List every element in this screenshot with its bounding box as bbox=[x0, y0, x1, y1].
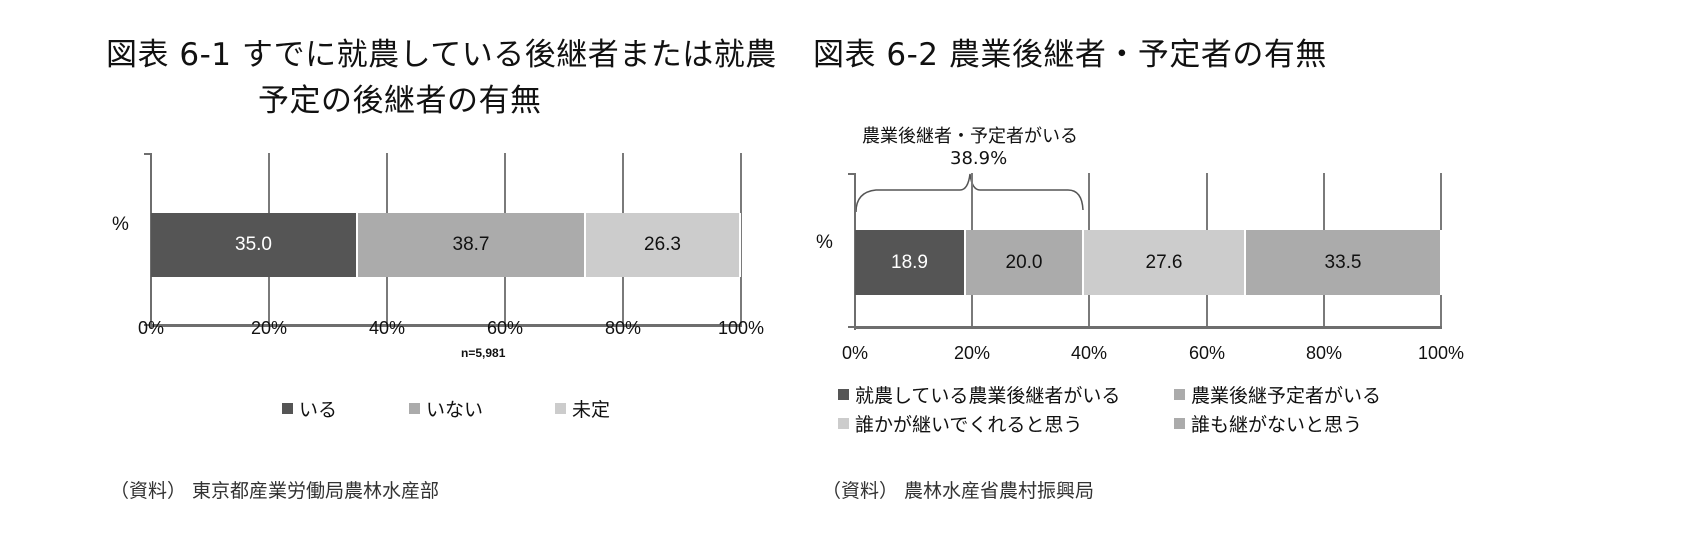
x-tick-label: 20% bbox=[953, 343, 991, 363]
legend-label: 農業後継予定者がいる bbox=[1191, 385, 1382, 407]
legend-item-iru: いる bbox=[282, 395, 337, 422]
y-category-label: % bbox=[112, 214, 129, 235]
bar-segment-daremo-tsuganai: 33.5 bbox=[1246, 230, 1442, 295]
y-axis-tick bbox=[144, 153, 151, 155]
y-axis-tick bbox=[848, 326, 855, 328]
bar-segment-iru: 35.0 bbox=[151, 213, 358, 277]
legend-swatch-light bbox=[838, 418, 849, 429]
legend-item-mitei: 未定 bbox=[555, 395, 610, 422]
curly-brace-icon bbox=[855, 173, 1084, 213]
legend-item-daremo-tsuganai: 誰も継がないと思う bbox=[1174, 410, 1362, 437]
left-chart-title-line1: 図表 6-1 すでに就農している後継者または就農 bbox=[106, 37, 777, 73]
x-tick-label: 60% bbox=[1188, 343, 1226, 363]
gridline-100 bbox=[740, 153, 742, 325]
legend-label: 未定 bbox=[572, 399, 611, 421]
x-tick-label: 40% bbox=[1070, 343, 1108, 363]
bar-value: 35.0 bbox=[235, 234, 272, 255]
x-tick-label: 100% bbox=[717, 318, 765, 338]
bar-value: 38.7 bbox=[452, 234, 490, 255]
legend-item-shunou-koukeisha: 就農している農業後継者がいる bbox=[838, 381, 1120, 408]
legend-swatch-mid bbox=[409, 403, 420, 414]
x-tick-label: 100% bbox=[1417, 343, 1465, 363]
legend-item-inai: いない bbox=[409, 395, 483, 422]
bar-value: 20.0 bbox=[1005, 251, 1043, 273]
x-tick-label: 0% bbox=[137, 318, 165, 338]
x-tick-label: 80% bbox=[604, 318, 642, 338]
legend-swatch-dark bbox=[838, 389, 849, 400]
x-tick-label: 80% bbox=[1305, 343, 1343, 363]
right-chart-title: 図表 6-2 農業後継者・予定者の有無 bbox=[813, 37, 1327, 73]
left-chart-title-line2: 予定の後継者の有無 bbox=[258, 83, 542, 119]
x-tick-label: 60% bbox=[486, 318, 524, 338]
x-tick-label: 20% bbox=[250, 318, 288, 338]
y-axis-tick bbox=[848, 173, 855, 175]
x-tick-label: 0% bbox=[841, 343, 869, 363]
bar-value: 27.6 bbox=[1145, 251, 1183, 273]
bar-segment-dareka-tsugu: 27.6 bbox=[1084, 230, 1246, 295]
legend-swatch-mid bbox=[1174, 389, 1185, 400]
bar-segment-inai: 38.7 bbox=[358, 213, 586, 277]
x-axis bbox=[150, 324, 742, 327]
bar-value: 18.9 bbox=[891, 251, 928, 273]
y-axis-tick bbox=[144, 324, 151, 326]
annotation-line2: 38.9% bbox=[950, 148, 1008, 169]
right-source-note: （資料） 農林水産省農村振興局 bbox=[822, 480, 1095, 502]
legend-swatch-mid bbox=[1174, 418, 1185, 429]
bar-value: 33.5 bbox=[1324, 251, 1362, 273]
x-axis bbox=[854, 326, 1442, 329]
legend-item-koukei-yoteisha: 農業後継予定者がいる bbox=[1174, 381, 1381, 408]
legend-swatch-light bbox=[555, 403, 566, 414]
sample-size-note: n=5,981 bbox=[461, 346, 506, 360]
x-tick-label: 40% bbox=[368, 318, 406, 338]
legend-label: 就農している農業後継者がいる bbox=[855, 385, 1121, 407]
bar-value: 26.3 bbox=[644, 234, 681, 255]
legend-label: 誰かが継いでくれると思う bbox=[855, 414, 1083, 436]
left-source-note: （資料） 東京都産業労働局農林水産部 bbox=[110, 480, 440, 502]
legend-label: 誰も継がないと思う bbox=[1191, 414, 1363, 436]
bar-segment-shunou-koukeisha: 18.9 bbox=[855, 230, 966, 295]
y-category-label: % bbox=[816, 232, 833, 253]
legend-swatch-dark bbox=[282, 403, 293, 414]
bar-segment-koukei-yoteisha: 20.0 bbox=[966, 230, 1084, 295]
legend-label: いる bbox=[299, 399, 338, 421]
legend-item-dareka-tsugu: 誰かが継いでくれると思う bbox=[838, 410, 1082, 437]
bar-segment-mitei: 26.3 bbox=[586, 213, 741, 277]
annotation-line1: 農業後継者・予定者がいる bbox=[862, 126, 1078, 147]
legend-label: いない bbox=[426, 399, 484, 421]
